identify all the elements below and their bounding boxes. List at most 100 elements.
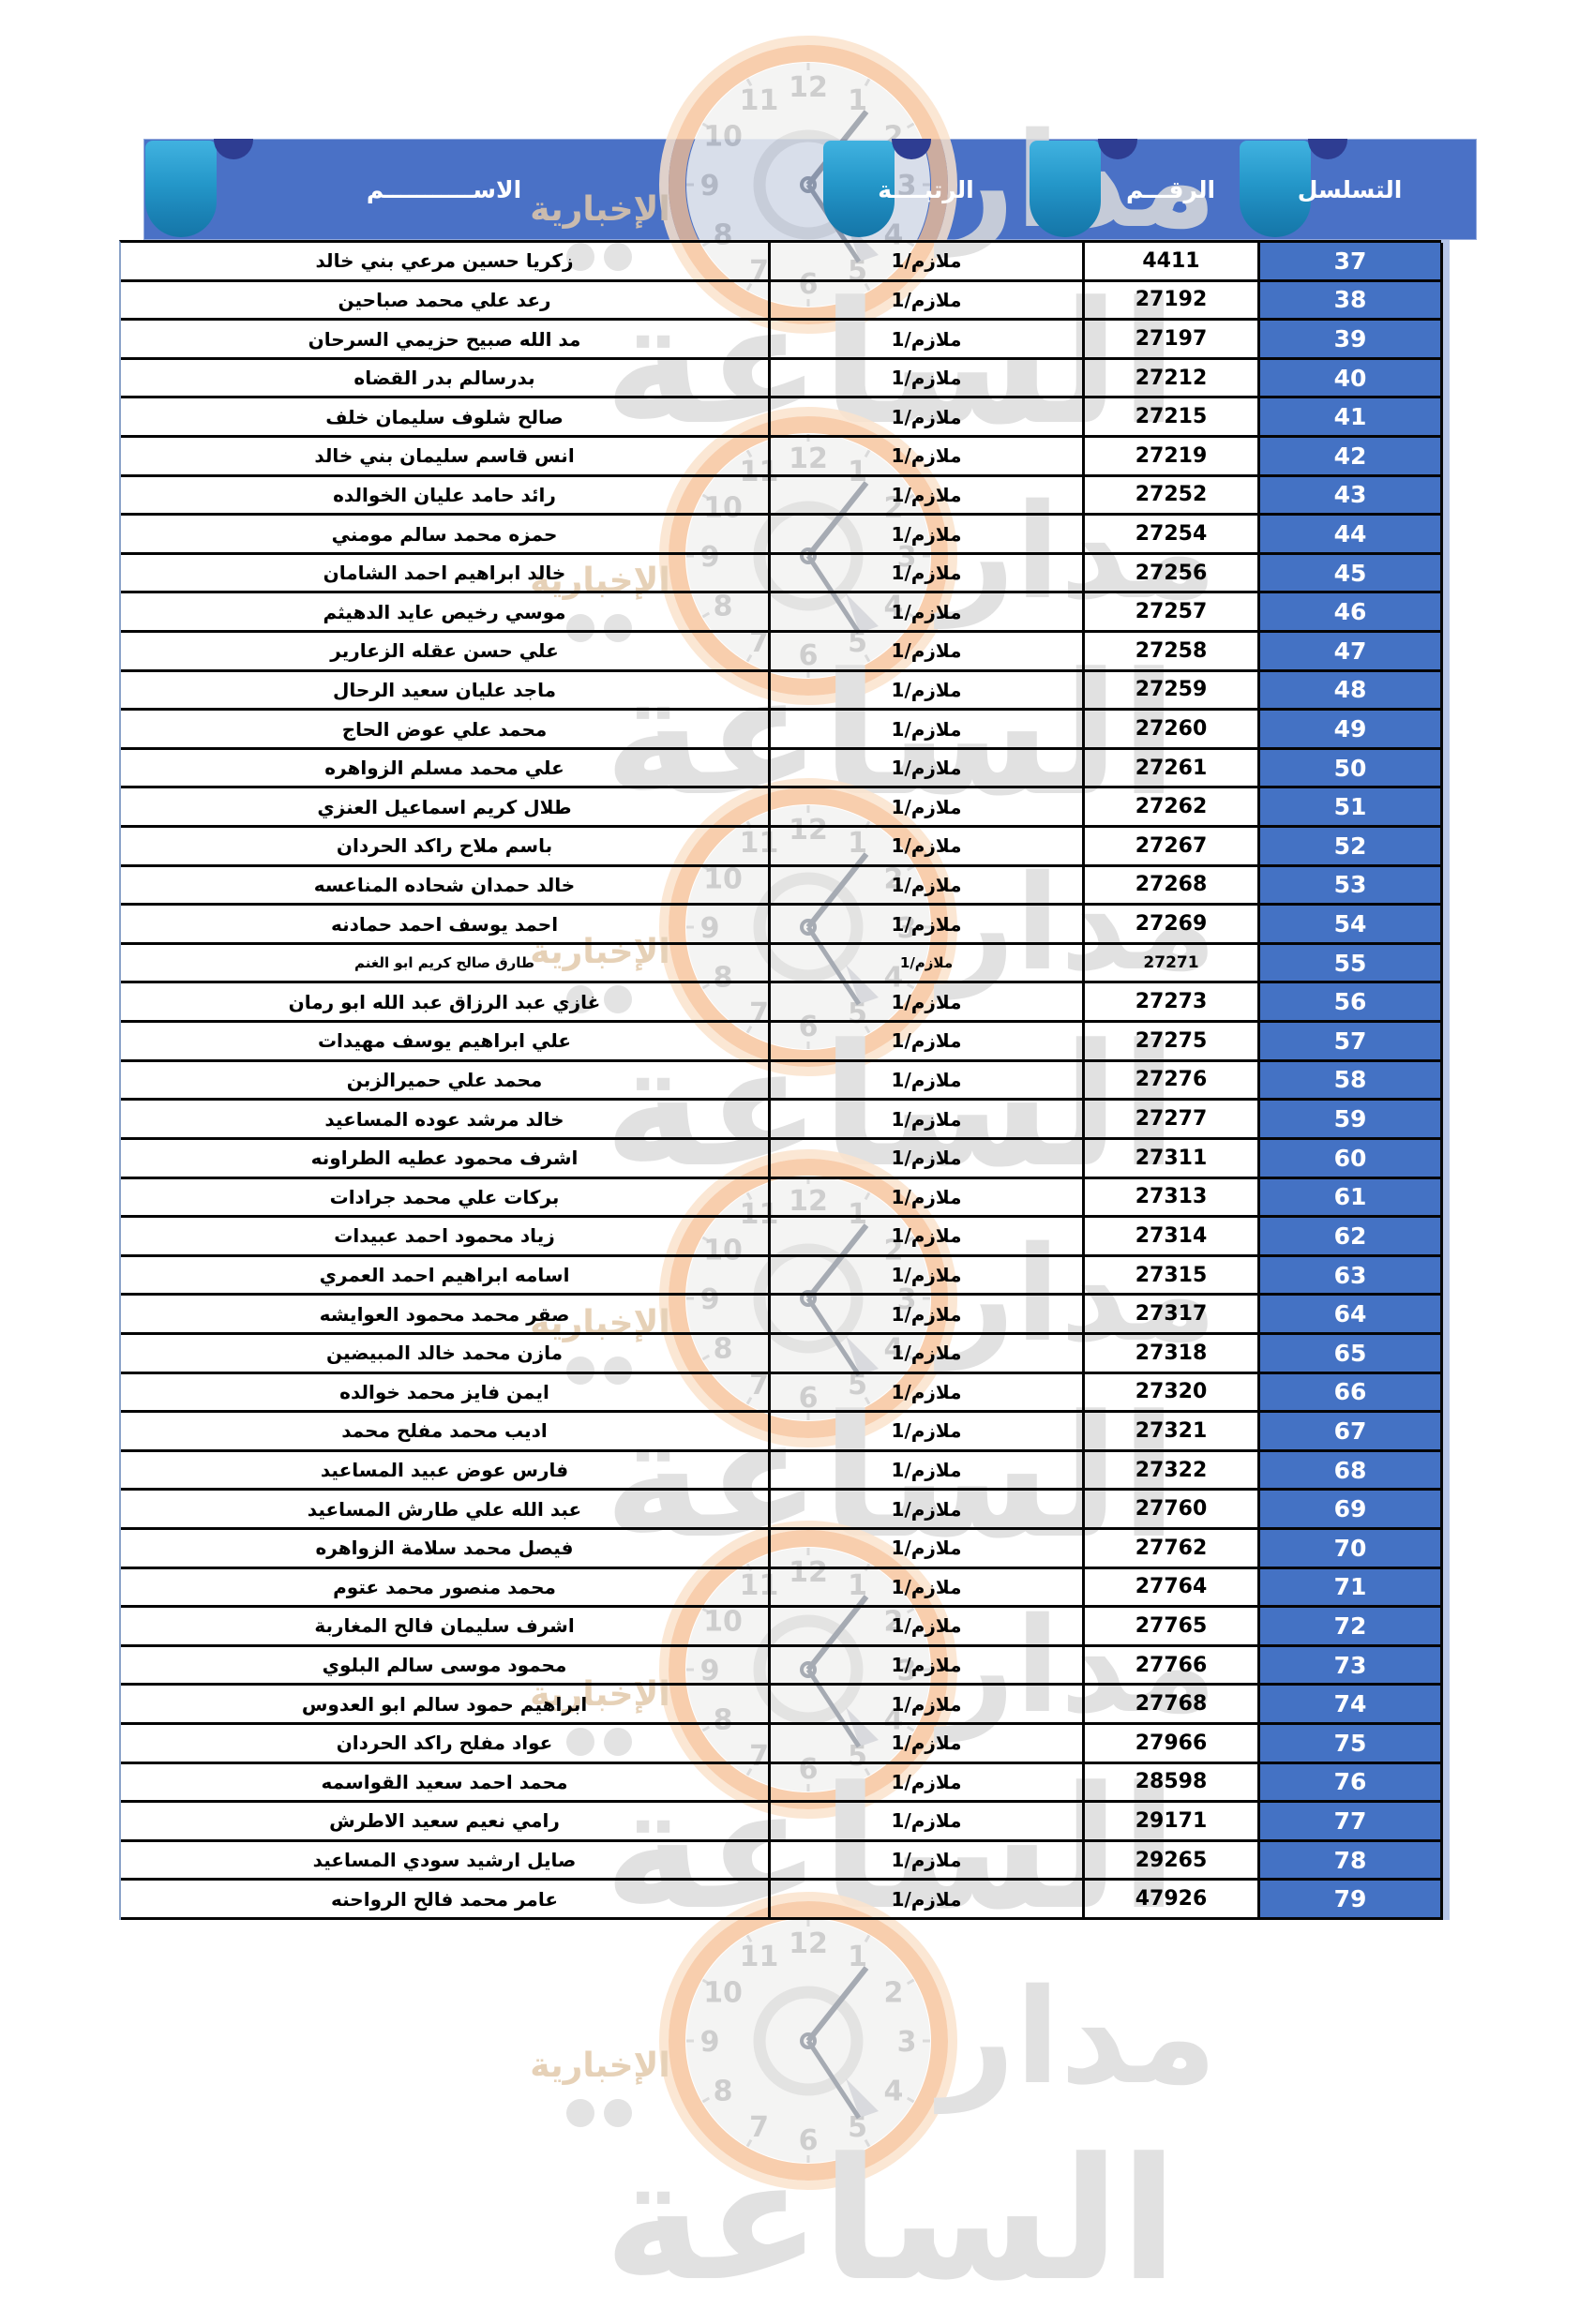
number-cell: 27311 bbox=[1085, 1139, 1260, 1179]
number-cell: 27273 bbox=[1085, 983, 1260, 1024]
roster-table: زكريا حسين مرعي بني خالد ملازم/1 4411 37 رعد… bbox=[119, 240, 1443, 1920]
name-cell: مد الله صبيح حزيمي السرحان bbox=[121, 321, 771, 360]
name-cell: صايل ارشيد سودي المساعيد bbox=[121, 1841, 771, 1882]
serial-cell: 48 bbox=[1260, 671, 1443, 712]
rank-cell: ملازم/1 bbox=[771, 359, 1085, 399]
name-cell: اشرف محمود عطيه الطراونه bbox=[121, 1139, 771, 1179]
name-cell: فيصل محمد سلامة الزواهره bbox=[121, 1529, 771, 1569]
svg-text:12: 12 bbox=[789, 1927, 828, 1960]
serial-cell: 62 bbox=[1260, 1218, 1443, 1257]
number-cell: 27262 bbox=[1085, 788, 1260, 829]
name-cell: خالد حمدان شحاده المناعسه bbox=[121, 866, 771, 907]
name-cell: زياد محمود احمد عبيدات bbox=[121, 1218, 771, 1257]
svg-text:9: 9 bbox=[700, 2026, 720, 2059]
number-cell: 27192 bbox=[1085, 281, 1260, 322]
serial-cell: 41 bbox=[1260, 398, 1443, 439]
svg-text:6: 6 bbox=[799, 2124, 819, 2157]
serial-cell: 50 bbox=[1260, 749, 1443, 789]
number-cell: 27261 bbox=[1085, 749, 1260, 789]
svg-text:7: 7 bbox=[749, 2111, 769, 2144]
name-cell: بدرسالم بدر القضاه bbox=[121, 359, 771, 399]
number-cell: 27314 bbox=[1085, 1218, 1260, 1257]
name-cell: بركات علي محمد جرادات bbox=[121, 1178, 771, 1219]
number-cell: 27322 bbox=[1085, 1451, 1260, 1492]
rank-cell: ملازم/1 bbox=[771, 1491, 1085, 1530]
serial-cell: 71 bbox=[1260, 1568, 1443, 1609]
number-cell: 27267 bbox=[1085, 828, 1260, 867]
watermark-tagline: الإخبارية bbox=[530, 2047, 670, 2085]
name-cell: ماجد عليان سعيد الرحال bbox=[121, 671, 771, 712]
watermark-dot-icon bbox=[566, 2099, 594, 2127]
number-cell: 27765 bbox=[1085, 1608, 1260, 1647]
name-cell: عامر محمد فالح الرواحنه bbox=[121, 1881, 771, 1920]
name-cell: فارس عوض عبيد المساعيد bbox=[121, 1451, 771, 1492]
ribbon-fold-icon bbox=[214, 139, 253, 159]
serial-cell: 63 bbox=[1260, 1256, 1443, 1297]
rank-cell: ملازم/1 bbox=[771, 1763, 1085, 1804]
serial-cell: 40 bbox=[1260, 359, 1443, 399]
name-cell: محمد احمد سعيد القواسمه bbox=[121, 1763, 771, 1804]
rank-cell: ملازم/1 bbox=[771, 1256, 1085, 1297]
svg-text:1: 1 bbox=[848, 1941, 867, 1973]
svg-text:11: 11 bbox=[740, 84, 779, 117]
serial-cell: 56 bbox=[1260, 983, 1443, 1024]
serial-cell: 52 bbox=[1260, 828, 1443, 867]
serial-cell: 67 bbox=[1260, 1413, 1443, 1452]
rank-cell: ملازم/1 bbox=[771, 1568, 1085, 1609]
svg-text:3: 3 bbox=[897, 2026, 917, 2059]
rank-cell: ملازم/1 bbox=[771, 554, 1085, 594]
number-cell: 28598 bbox=[1085, 1763, 1260, 1804]
name-cell: صالح شلوف سليمان خلف bbox=[121, 398, 771, 439]
svg-text:5: 5 bbox=[848, 2111, 867, 2144]
name-cell: عواد مفلح راكد الحردان bbox=[121, 1724, 771, 1764]
ribbon-fold-icon bbox=[1098, 139, 1137, 159]
name-cell: علي محمد مسلم الزواهره bbox=[121, 749, 771, 789]
rank-cell: ملازم/1 bbox=[771, 1881, 1085, 1920]
rank-cell: ملازم/1 bbox=[771, 593, 1085, 634]
name-cell: رعد علي محمد صباحين bbox=[121, 281, 771, 322]
number-cell: 27271 bbox=[1085, 944, 1260, 984]
name-cell: رامي نعيم سعيد الاطرش bbox=[121, 1803, 771, 1842]
rank-cell: ملازم/1 bbox=[771, 1724, 1085, 1764]
serial-cell: 74 bbox=[1260, 1686, 1443, 1725]
rank-cell: ملازم/1 bbox=[771, 1334, 1085, 1374]
number-cell: 27760 bbox=[1085, 1491, 1260, 1530]
serial-cell: 37 bbox=[1260, 243, 1443, 282]
rank-cell: ملازم/1 bbox=[771, 1101, 1085, 1140]
serial-cell: 38 bbox=[1260, 281, 1443, 322]
ribbon-fold-icon bbox=[1308, 139, 1347, 159]
name-cell: طلال كريم اسماعيل العنزي bbox=[121, 788, 771, 829]
number-cell: 27315 bbox=[1085, 1256, 1260, 1297]
rank-cell: ملازم/1 bbox=[771, 321, 1085, 360]
number-cell: 29171 bbox=[1085, 1803, 1260, 1842]
number-cell: 47926 bbox=[1085, 1881, 1260, 1920]
serial-cell: 78 bbox=[1260, 1841, 1443, 1882]
serial-cell: 54 bbox=[1260, 906, 1443, 945]
serial-cell: 70 bbox=[1260, 1529, 1443, 1569]
watermark-brand-line2: الساعة bbox=[603, 2122, 1179, 2318]
serial-cell: 68 bbox=[1260, 1451, 1443, 1492]
serial-cell: 66 bbox=[1260, 1373, 1443, 1414]
column-header-rank: الرتبــــة bbox=[878, 175, 974, 203]
number-cell: 27219 bbox=[1085, 438, 1260, 477]
serial-cell: 64 bbox=[1260, 1296, 1443, 1335]
rank-cell: ملازم/1 bbox=[771, 1451, 1085, 1492]
rank-cell: ملازم/1 bbox=[771, 1218, 1085, 1257]
ribbon-scroll-icon bbox=[1240, 141, 1311, 237]
name-cell: محمد منصور محمد عتوم bbox=[121, 1568, 771, 1609]
rank-cell: ملازم/1 bbox=[771, 1841, 1085, 1882]
name-cell: باسم ملاح راكد الحردان bbox=[121, 828, 771, 867]
serial-cell: 72 bbox=[1260, 1608, 1443, 1647]
serial-column-background bbox=[1258, 240, 1441, 1920]
name-cell: طارق صالح كريم ابو الغنم bbox=[121, 944, 771, 984]
number-cell: 27269 bbox=[1085, 906, 1260, 945]
rank-cell: ملازم/1 bbox=[771, 1178, 1085, 1219]
name-cell: ابراهيم حمود سالم ابو العدوس bbox=[121, 1686, 771, 1725]
serial-cell: 77 bbox=[1260, 1803, 1443, 1842]
rank-cell: ملازم/1 bbox=[771, 749, 1085, 789]
serial-cell: 47 bbox=[1260, 633, 1443, 672]
name-cell: اسامه ابراهيم احمد العمري bbox=[121, 1256, 771, 1297]
serial-cell: 69 bbox=[1260, 1491, 1443, 1530]
rank-cell: ملازم/1 bbox=[771, 1139, 1085, 1179]
